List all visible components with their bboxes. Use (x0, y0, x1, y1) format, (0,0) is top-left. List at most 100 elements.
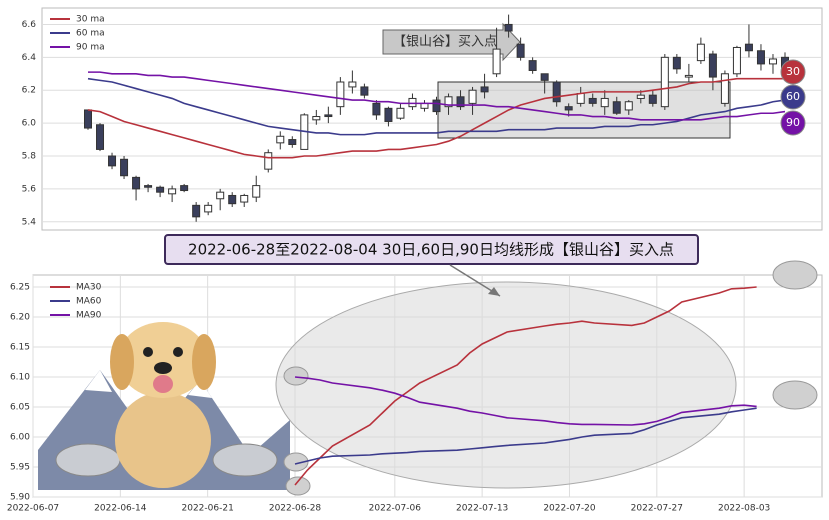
candle-body (240, 194, 249, 203)
x-tick-label: 2022-07-20 (543, 504, 596, 514)
snow (85, 370, 112, 392)
candle-body (492, 48, 501, 75)
cup (283, 366, 309, 386)
ma-line (87, 77, 786, 136)
candle-body (468, 89, 477, 104)
cup (772, 380, 818, 410)
annotation: 【银山谷】买入点 (393, 35, 497, 50)
series-line (294, 407, 757, 465)
dog-eye (143, 347, 153, 357)
y-tick-label: 5.90 (10, 493, 30, 503)
title-pointer-head (488, 287, 500, 296)
candle-body (84, 109, 92, 129)
legend-label: 30 ma (76, 15, 105, 25)
candle-body (156, 186, 165, 193)
candle-body (600, 97, 609, 108)
candle-body (324, 114, 333, 118)
candle-body (696, 43, 705, 62)
legend-label: MA60 (76, 297, 102, 307)
x-tick-label: 2022-06-07 (7, 504, 59, 514)
candle-body (360, 86, 369, 96)
ma-marker (780, 110, 806, 136)
candle-body (216, 191, 225, 200)
annotation-arrow (382, 22, 521, 62)
legend-label: MA90 (76, 311, 102, 321)
ingot (55, 443, 121, 477)
y-tick-label: 5.4 (22, 217, 37, 227)
y-tick-label: 6.4 (22, 53, 37, 63)
candle-body (564, 106, 573, 111)
candle-body (96, 124, 105, 150)
candle-body (768, 58, 777, 65)
candle-body (660, 56, 669, 108)
x-tick-label: 2022-06-28 (269, 504, 322, 514)
cup (285, 476, 311, 496)
ma-marker-label: 90 (786, 116, 800, 129)
y-tick-label: 6.20 (10, 313, 30, 323)
candle-body (108, 155, 117, 167)
ma-marker (780, 59, 806, 85)
ingot (212, 443, 278, 477)
ma-line (87, 77, 785, 159)
candle-body (540, 73, 549, 81)
candle-body (276, 135, 285, 144)
x-tick-label: 2022-06-14 (94, 504, 147, 514)
legend-label: 60 ma (76, 29, 105, 39)
legend-label: MA30 (76, 283, 102, 293)
candle-body (708, 53, 717, 78)
dog-tongue (153, 375, 173, 393)
candle-body (756, 50, 765, 65)
candle-body (480, 86, 489, 93)
cup (772, 260, 818, 290)
series-line (294, 286, 757, 486)
candle-body (648, 94, 657, 104)
x-tick-label: 2022-07-06 (369, 504, 422, 514)
y-tick-label: 6.10 (10, 373, 30, 383)
snow (188, 380, 212, 398)
series-line (294, 376, 757, 426)
candle-body (672, 56, 681, 70)
x-tick-label: 2022-06-21 (182, 504, 234, 514)
candle-body (144, 185, 153, 188)
candle-body (588, 97, 597, 104)
candle-body (612, 101, 621, 114)
y-tick-label: 5.8 (22, 152, 37, 162)
candle-body (636, 94, 645, 99)
candle-body (252, 185, 261, 198)
candle-body (204, 204, 213, 213)
highlight-ellipse (275, 281, 737, 489)
candle-body (192, 204, 201, 218)
candle-body (576, 93, 585, 104)
candle-body (504, 23, 513, 32)
x-tick-label: 2022-08-03 (718, 504, 770, 514)
candle-body (444, 96, 453, 108)
candle-body (180, 185, 189, 192)
candle-body (552, 81, 561, 103)
candle-body (624, 101, 633, 111)
y-tick-label: 6.05 (10, 403, 30, 413)
candle-body (168, 188, 177, 195)
candle-body (432, 99, 441, 113)
candle-body (384, 107, 393, 122)
y-tick-label: 6.2 (22, 86, 36, 96)
cup (283, 452, 309, 472)
candle-body (120, 158, 129, 177)
ma-marker-label: 60 (786, 90, 800, 103)
candle-body (264, 152, 273, 170)
y-tick-label: 5.95 (10, 463, 30, 473)
candle-body (732, 46, 741, 75)
dog-eye (173, 347, 183, 357)
ma-line (88, 71, 786, 121)
chart-title: 2022-06-28至2022-08-04 30日,60日,90日均线形成【银山… (188, 241, 674, 259)
y-tick-label: 6.6 (22, 20, 37, 30)
decoration (38, 260, 818, 496)
candle-body (396, 107, 405, 119)
title-box (164, 234, 699, 265)
dog-head (118, 322, 208, 398)
candle-body (720, 73, 729, 104)
candle-body (132, 176, 141, 190)
candle-body (408, 97, 417, 108)
dog-body (115, 392, 211, 488)
candle-body (744, 43, 753, 52)
candle-body (516, 43, 525, 58)
